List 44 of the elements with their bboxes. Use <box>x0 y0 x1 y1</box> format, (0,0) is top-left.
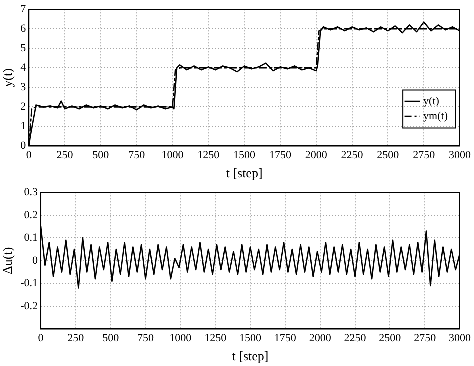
x-tick-label: 1500 <box>234 150 256 162</box>
x-tick-label: 2250 <box>344 332 367 345</box>
x-tick-label: 1750 <box>274 332 297 345</box>
x-tick-label: 1250 <box>204 332 228 345</box>
x-tick-label: 500 <box>102 332 120 345</box>
x-tick-label: 750 <box>128 150 146 162</box>
y-tick-label: 0.2 <box>24 209 38 222</box>
x-tick-label: 3000 <box>449 332 472 345</box>
x-tick-label: 2000 <box>305 150 328 162</box>
y-tick-label: 2 <box>20 101 26 114</box>
x-tick-label: 2250 <box>341 150 364 162</box>
y-tick-label: 0 <box>32 254 39 267</box>
y-axis-title: Δu(t) <box>0 247 16 274</box>
y-tick-label: 6 <box>20 23 27 36</box>
y-tick-label: 1 <box>20 120 26 133</box>
x-tick-label: 250 <box>68 332 85 345</box>
x-tick-label: 2750 <box>414 332 437 345</box>
x-axis-title: t [step] <box>232 348 269 364</box>
x-tick-label: 250 <box>56 150 74 162</box>
y-tick-label: 7 <box>20 3 27 16</box>
x-tick-label: 500 <box>92 150 110 162</box>
y-tick-label: -0.1 <box>20 278 38 290</box>
x-tick-label: 1000 <box>162 150 184 162</box>
x-tick-label: 2000 <box>309 332 332 345</box>
x-tick-label: 1500 <box>240 332 262 345</box>
legend-label: ym(t) <box>424 110 448 123</box>
x-axis-title: t [step] <box>226 166 263 181</box>
x-tick-label: 1250 <box>198 150 220 162</box>
x-tick-label: 3000 <box>449 150 472 162</box>
x-tick-label: 2750 <box>413 150 436 162</box>
legend-label: y(t) <box>424 96 440 108</box>
y-tick-label: 3 <box>20 82 27 94</box>
y-axis-title: y(t) <box>0 68 16 88</box>
y-tick-label: 0.3 <box>24 186 39 198</box>
y-tick-label: 0 <box>20 140 27 152</box>
y-tick-label: 5 <box>20 42 27 55</box>
y-tick-label: 0.1 <box>24 232 38 244</box>
x-tick-label: 2500 <box>377 150 400 162</box>
x-tick-label: 750 <box>138 332 155 345</box>
x-tick-label: 1750 <box>269 150 292 162</box>
x-tick-label: 1000 <box>170 332 192 345</box>
x-tick-label: 2500 <box>379 332 402 345</box>
y-tick-label: 4 <box>20 62 27 74</box>
y-tick-label: -0.2 <box>20 300 38 312</box>
